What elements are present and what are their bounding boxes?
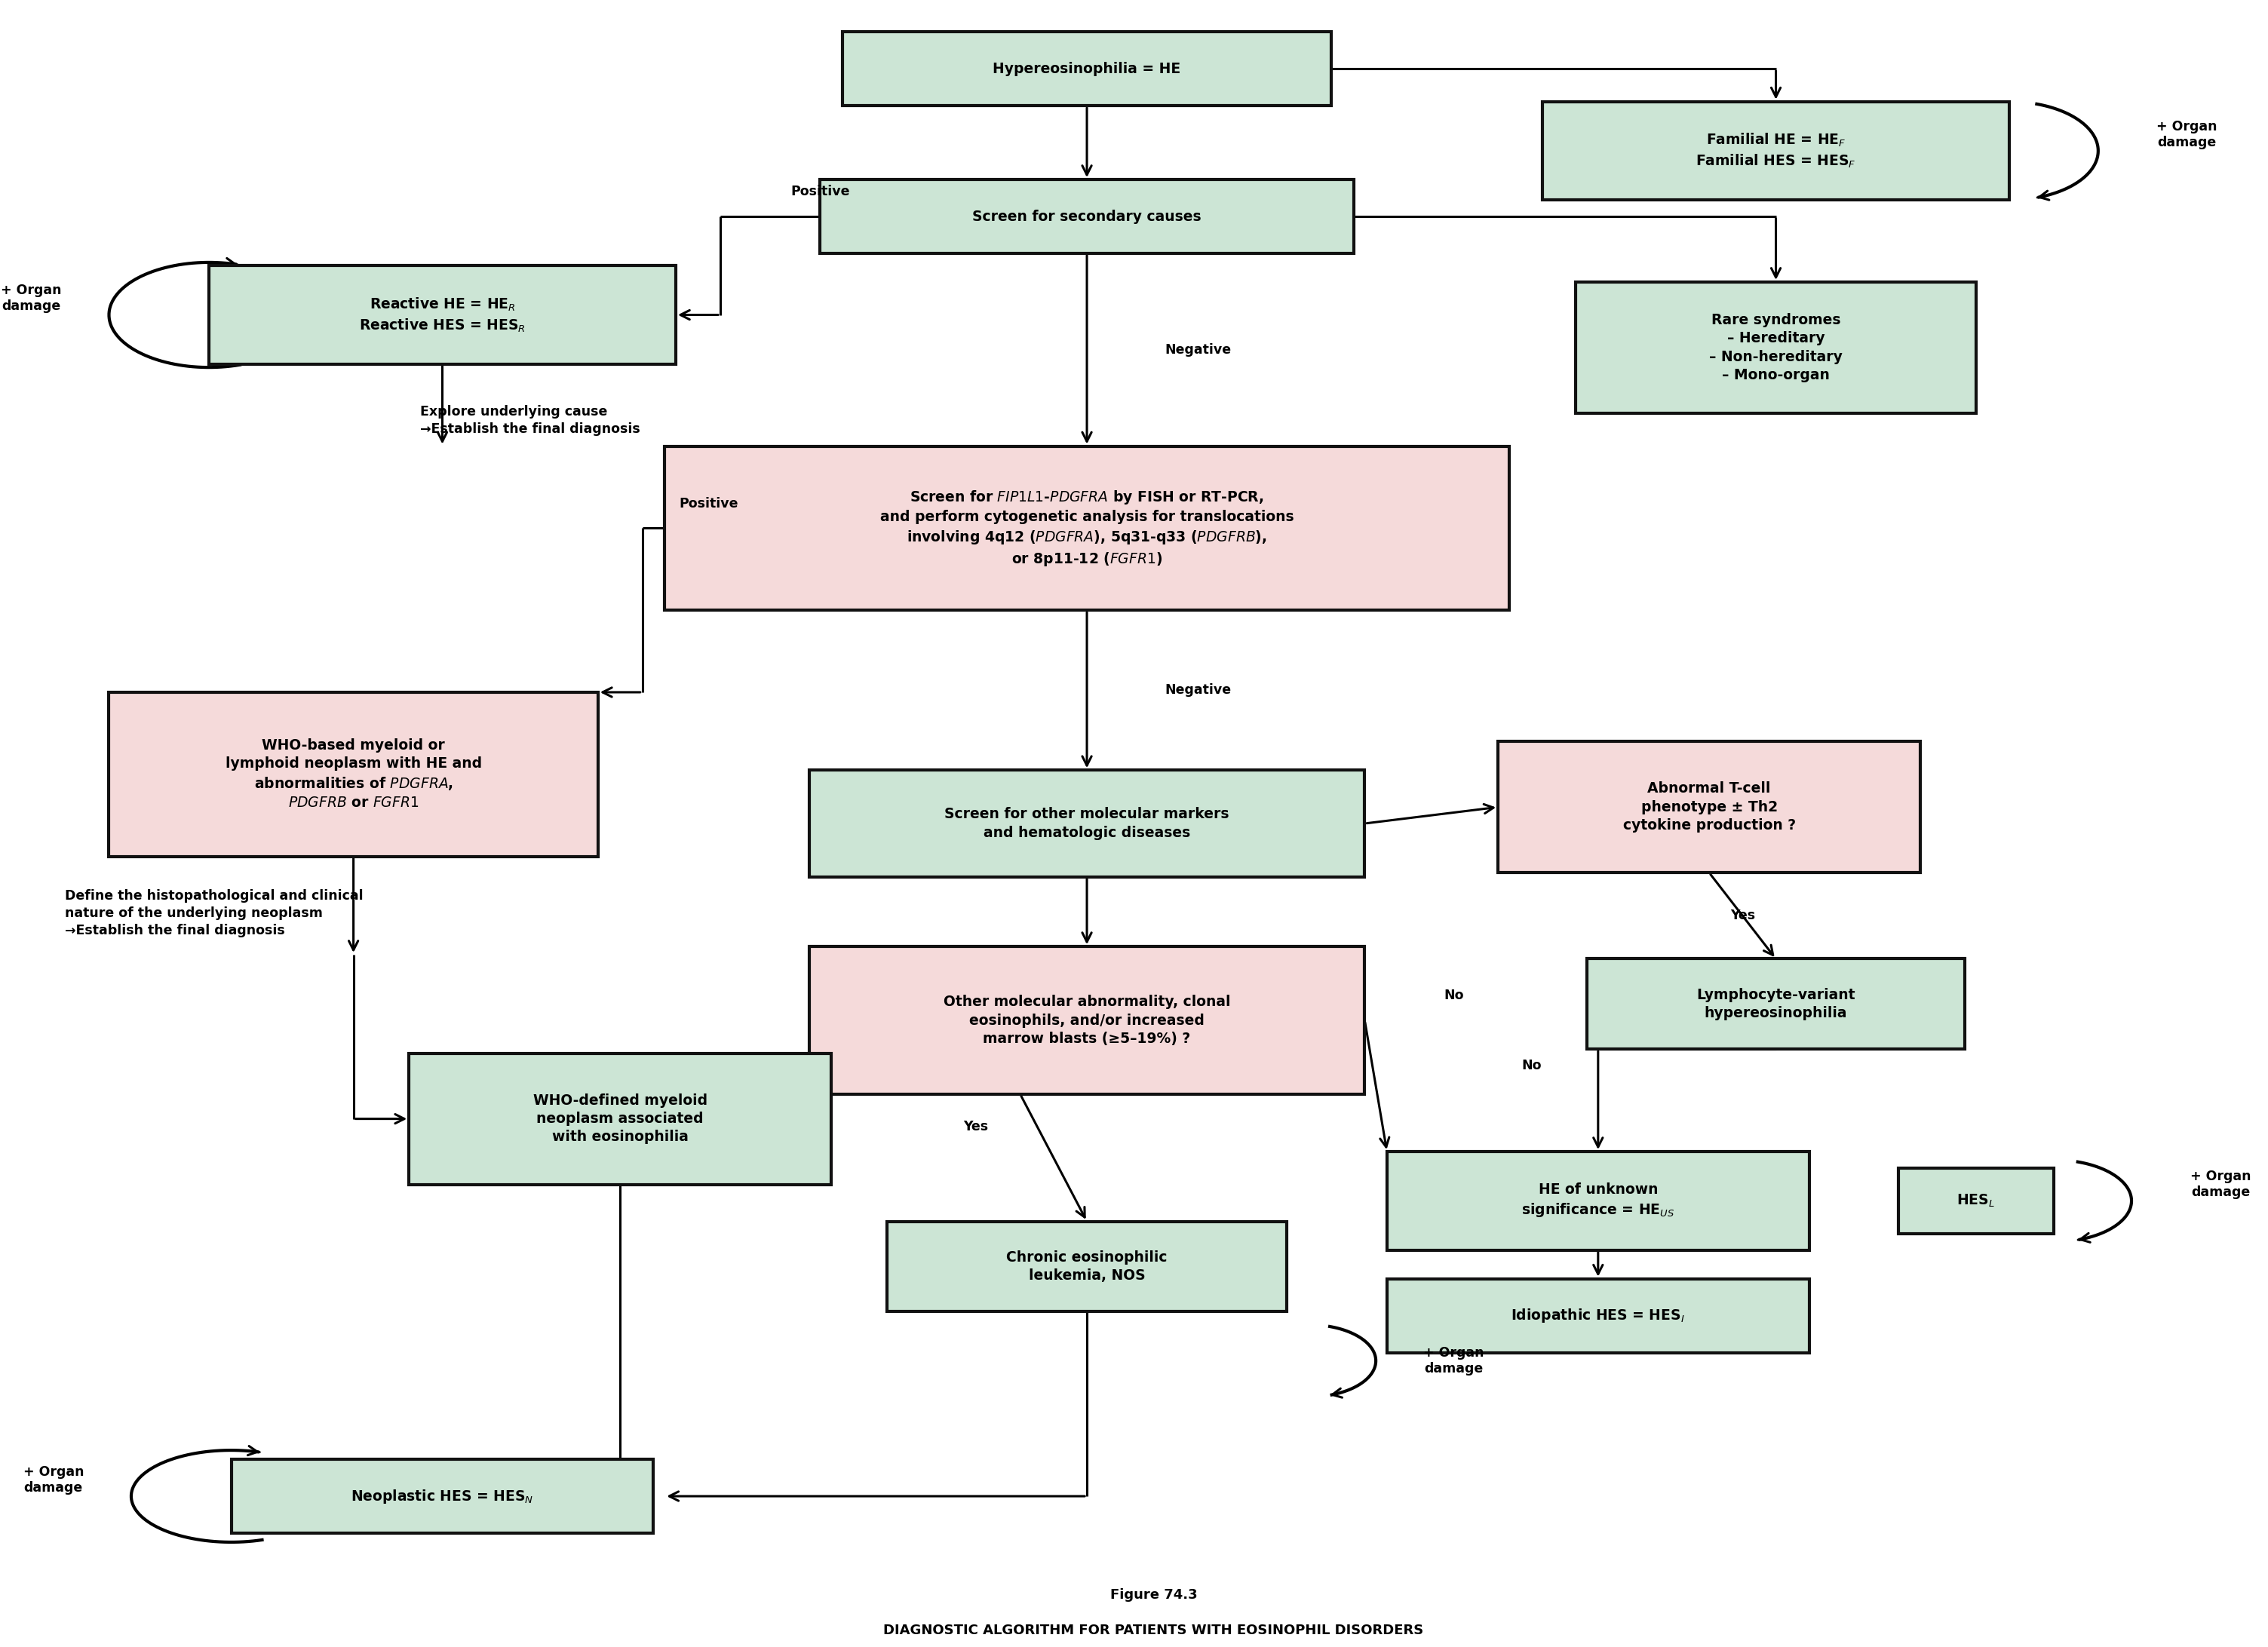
Text: Negative: Negative — [1166, 343, 1232, 356]
Text: Screen for $\it{FIP1L1}$-$\it{PDGFRA}$ by FISH or RT-PCR,
and perform cytogeneti: Screen for $\it{FIP1L1}$-$\it{PDGFRA}$ b… — [880, 489, 1293, 568]
Text: Negative: Negative — [1166, 684, 1232, 697]
FancyBboxPatch shape — [109, 692, 599, 856]
Text: Neoplastic HES = HES$_N$: Neoplastic HES = HES$_N$ — [352, 1487, 533, 1505]
Text: Figure 74.3: Figure 74.3 — [1109, 1588, 1198, 1601]
Text: + Organ
damage: + Organ damage — [0, 283, 61, 313]
Text: No: No — [1522, 1059, 1542, 1072]
Text: + Organ
damage: + Organ damage — [2191, 1169, 2250, 1199]
FancyBboxPatch shape — [665, 446, 1508, 609]
FancyBboxPatch shape — [841, 31, 1331, 105]
Text: + Organ
damage: + Organ damage — [1424, 1346, 1483, 1375]
Text: WHO-defined myeloid
neoplasm associated
with eosinophilia: WHO-defined myeloid neoplasm associated … — [533, 1094, 708, 1145]
FancyBboxPatch shape — [821, 180, 1354, 254]
Text: Explore underlying cause
→Establish the final diagnosis: Explore underlying cause →Establish the … — [420, 405, 640, 436]
Text: Yes: Yes — [964, 1120, 989, 1133]
Text: Screen for other molecular markers
and hematologic diseases: Screen for other molecular markers and h… — [943, 807, 1229, 840]
FancyBboxPatch shape — [887, 1222, 1286, 1311]
Text: Other molecular abnormality, clonal
eosinophils, and/or increased
marrow blasts : Other molecular abnormality, clonal eosi… — [943, 995, 1232, 1046]
FancyBboxPatch shape — [408, 1052, 832, 1184]
FancyBboxPatch shape — [1499, 741, 1921, 873]
Text: Chronic eosinophilic
leukemia, NOS: Chronic eosinophilic leukemia, NOS — [1007, 1250, 1168, 1283]
Text: Yes: Yes — [1730, 909, 1755, 922]
Text: Familial HE = HE$_F$
Familial HES = HES$_F$: Familial HE = HE$_F$ Familial HES = HES$… — [1696, 132, 1855, 170]
FancyBboxPatch shape — [1588, 959, 1964, 1049]
FancyBboxPatch shape — [1576, 282, 1975, 413]
Text: HE of unknown
significance = HE$_{US}$: HE of unknown significance = HE$_{US}$ — [1522, 1183, 1674, 1219]
FancyBboxPatch shape — [1388, 1278, 1810, 1352]
FancyBboxPatch shape — [810, 947, 1365, 1094]
Text: + Organ
damage: + Organ damage — [23, 1466, 84, 1494]
Text: No: No — [1445, 988, 1463, 1003]
FancyBboxPatch shape — [1388, 1151, 1810, 1250]
Text: HES$_L$: HES$_L$ — [1957, 1192, 1996, 1209]
FancyBboxPatch shape — [1898, 1168, 2055, 1234]
Text: DIAGNOSTIC ALGORITHM FOR PATIENTS WITH EOSINOPHIL DISORDERS: DIAGNOSTIC ALGORITHM FOR PATIENTS WITH E… — [885, 1624, 1424, 1637]
Text: Reactive HE = HE$_R$
Reactive HES = HES$_R$: Reactive HE = HE$_R$ Reactive HES = HES$… — [358, 296, 526, 334]
Text: Positive: Positive — [680, 497, 739, 511]
Text: Abnormal T-cell
phenotype ± Th2
cytokine production ?: Abnormal T-cell phenotype ± Th2 cytokine… — [1624, 782, 1796, 832]
Text: Define the histopathological and clinical
nature of the underlying neoplasm
→Est: Define the histopathological and clinica… — [64, 889, 363, 937]
Text: Lymphocyte-variant
hypereosinophilia: Lymphocyte-variant hypereosinophilia — [1696, 988, 1855, 1019]
FancyBboxPatch shape — [1542, 102, 2009, 199]
FancyBboxPatch shape — [810, 771, 1365, 876]
Text: WHO-based myeloid or
lymphoid neoplasm with HE and
abnormalities of $\it{PDGFRA}: WHO-based myeloid or lymphoid neoplasm w… — [225, 738, 481, 810]
Text: + Organ
damage: + Organ damage — [2157, 120, 2218, 148]
FancyBboxPatch shape — [209, 265, 676, 364]
Text: Screen for secondary causes: Screen for secondary causes — [973, 209, 1202, 224]
Text: Idiopathic HES = HES$_I$: Idiopathic HES = HES$_I$ — [1510, 1308, 1685, 1324]
Text: Rare syndromes
– Hereditary
– Non-hereditary
– Mono-organ: Rare syndromes – Hereditary – Non-heredi… — [1710, 313, 1842, 382]
FancyBboxPatch shape — [231, 1459, 653, 1533]
Text: Positive: Positive — [792, 184, 850, 199]
Text: Hypereosinophilia = HE: Hypereosinophilia = HE — [993, 61, 1182, 76]
